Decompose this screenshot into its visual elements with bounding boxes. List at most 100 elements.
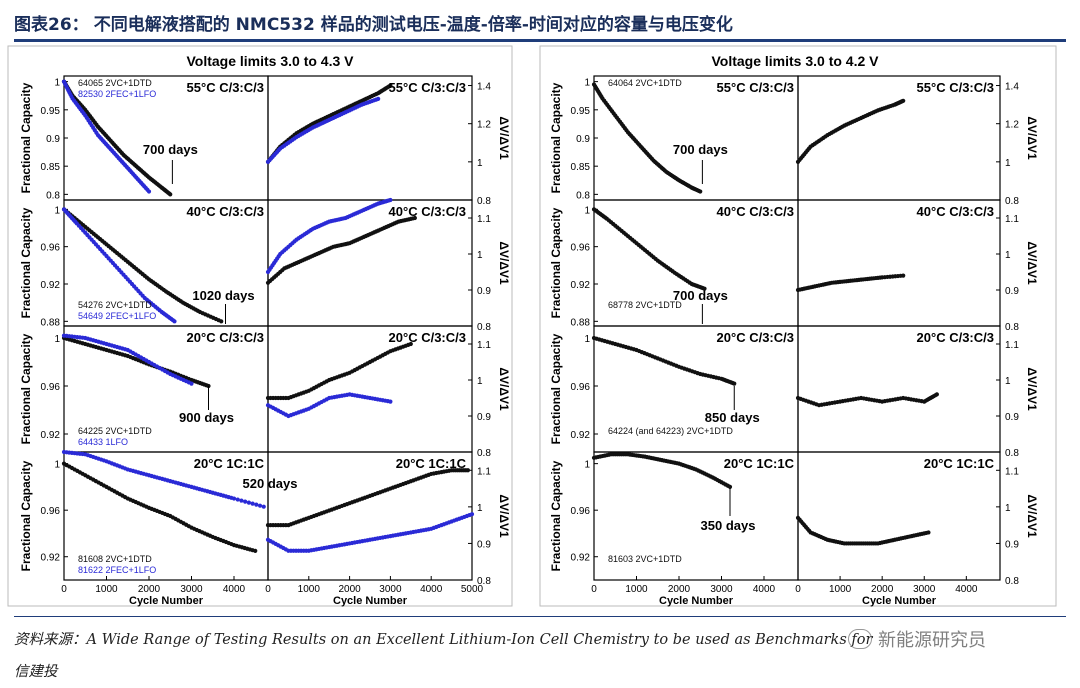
cap-xtick-label: 0: [591, 584, 597, 595]
cap-ytick-label: 0.9: [46, 134, 60, 145]
dv-point: [469, 512, 475, 517]
legend-entry: 64224 (and 64223) 2VC+1DTD: [608, 426, 733, 436]
cap-point: [254, 502, 259, 507]
cap-ytick-label: 0.96: [41, 506, 61, 517]
dv-xtick-label: 4000: [420, 584, 443, 595]
cap-ytick-label: 1: [54, 460, 60, 471]
dv-ytick-label: 1: [1005, 376, 1011, 387]
cap-ytick-label: 1: [584, 78, 590, 89]
cap-ytick-label: 1: [54, 205, 60, 216]
watermark-text: 新能源研究员: [878, 630, 986, 651]
dv-condition-label: 40°C C/3:C/3: [389, 204, 466, 219]
legend-entry: 81608 2VC+1DTD: [78, 554, 152, 564]
dv-ytick-label: 1: [477, 158, 483, 169]
cap-ytick-label: 0.85: [41, 162, 61, 173]
cap-ytick-label: 0.96: [571, 506, 591, 517]
legend-entry: 64065 2VC+1DTD: [78, 78, 152, 88]
dv-ytick-label: 0.8: [477, 322, 491, 333]
dv-ytick-label: 1.4: [477, 82, 491, 93]
source-text: A Wide Range of Testing Results on an Ex…: [86, 632, 873, 648]
dv-ytick-label: 0.9: [1005, 286, 1019, 297]
dv-xtick-label: 0: [795, 584, 801, 595]
dv-point: [388, 197, 393, 203]
footer-rule: [14, 616, 1066, 617]
dv-ytick-label: 1.1: [477, 340, 491, 351]
cap-ytick-label: 0.85: [571, 162, 591, 173]
cap-condition-label: 55°C C/3:C/3: [717, 80, 794, 95]
dv-ytick-label: 0.8: [477, 448, 491, 459]
dv-condition-label: 20°C 1C:1C: [396, 456, 467, 471]
annotation-label: 700 days: [143, 142, 198, 157]
dv-condition-label: 55°C C/3:C/3: [917, 80, 994, 95]
dv-xtick-label: 0: [265, 584, 271, 595]
dv-xtick-label: 3000: [379, 584, 402, 595]
dv-ytick-label: 0.8: [1005, 576, 1019, 587]
dv-ytick-label: 1.1: [1005, 340, 1019, 351]
dv-point: [412, 215, 417, 221]
figure-title: 不同电解液搭配的 NMC532 样品的测试电压-温度-倍率-时间对应的容量与电压…: [93, 15, 733, 35]
cap-point: [189, 381, 194, 386]
dv-point: [388, 399, 393, 404]
legend-entry: 64225 2VC+1DTD: [78, 426, 152, 436]
dv-point: [408, 341, 413, 347]
cap-point: [219, 319, 224, 324]
legend-entry: 54276 2VC+1DTD: [78, 300, 152, 310]
annotation-label: 350 days: [701, 518, 756, 533]
cap-condition-label: 20°C 1C:1C: [194, 456, 265, 471]
cap-ytick-label: 0.95: [41, 106, 61, 117]
cap-ytick-label: 0.92: [41, 430, 61, 441]
cap-ytick-label: 0.96: [571, 243, 591, 254]
annotation-label: 520 days: [243, 476, 298, 491]
dv-ytick-label: 1: [1005, 250, 1011, 261]
dv-ylabel: ΔV/ΔV1: [497, 494, 511, 538]
cap-xtick-label: 3000: [710, 584, 733, 595]
cap-xtick-label: 0: [61, 584, 67, 595]
cap-xtick-label: 1000: [625, 584, 648, 595]
dv-ytick-label: 1: [477, 250, 483, 261]
cap-ytick-label: 0.9: [576, 134, 590, 145]
dv-ytick-label: 0.8: [1005, 196, 1019, 207]
dv-ytick-label: 1.1: [1005, 214, 1019, 225]
dv-ytick-label: 1.1: [1005, 466, 1019, 477]
dv-ytick-label: 1.2: [477, 120, 491, 131]
cap-xlabel: Cycle Number: [659, 595, 734, 607]
dv-ytick-label: 0.8: [477, 576, 491, 587]
dv-ytick-label: 1: [1005, 158, 1011, 169]
dv-point: [901, 273, 906, 278]
dv-xtick-label: 3000: [913, 584, 936, 595]
legend-entry: 81603 2VC+1DTD: [608, 554, 682, 564]
dv-ytick-label: 1.1: [477, 466, 491, 477]
dv-xlabel: Cycle Number: [333, 595, 408, 607]
dv-ylabel: ΔV/ΔV1: [497, 367, 511, 411]
dv-point: [934, 392, 939, 397]
cap-condition-label: 55°C C/3:C/3: [187, 80, 264, 95]
legend-entry: 81622 2FEC+1LFO: [78, 565, 156, 575]
chart-title: Voltage limits 3.0 to 4.2 V: [711, 53, 879, 69]
dv-ylabel: ΔV/ΔV1: [1025, 241, 1039, 285]
cap-ytick-label: 0.92: [571, 553, 591, 564]
cap-xlabel: Cycle Number: [129, 595, 204, 607]
cap-ytick-label: 0.8: [576, 190, 590, 201]
dv-xtick-label: 5000: [461, 584, 484, 595]
dv-condition-label: 20°C 1C:1C: [924, 456, 995, 471]
dv-xtick-label: 2000: [338, 584, 361, 595]
dv-ytick-label: 0.9: [1005, 412, 1019, 423]
capacity-ylabel: Fractional Capacity: [19, 207, 33, 318]
dv-ytick-label: 1.4: [1005, 82, 1019, 93]
cap-point: [243, 499, 248, 504]
cap-point: [727, 484, 733, 490]
capacity-ylabel: Fractional Capacity: [549, 333, 563, 444]
dv-ylabel: ΔV/ΔV1: [1025, 367, 1039, 411]
dv-ytick-label: 0.9: [477, 286, 491, 297]
watermark: 新能源研究员: [848, 626, 986, 652]
cap-ytick-label: 0.8: [46, 190, 60, 201]
dv-ylabel: ΔV/ΔV1: [497, 241, 511, 285]
legend-entry: 64433 1LFO: [78, 437, 128, 447]
dv-ytick-label: 0.8: [1005, 322, 1019, 333]
dv-point: [901, 98, 906, 103]
cap-xtick-label: 4000: [753, 584, 776, 595]
cap-ytick-label: 0.92: [41, 553, 61, 564]
source-prefix: 资料来源：: [14, 632, 87, 648]
cap-point: [235, 497, 240, 502]
cap-condition-label: 20°C C/3:C/3: [717, 330, 794, 345]
